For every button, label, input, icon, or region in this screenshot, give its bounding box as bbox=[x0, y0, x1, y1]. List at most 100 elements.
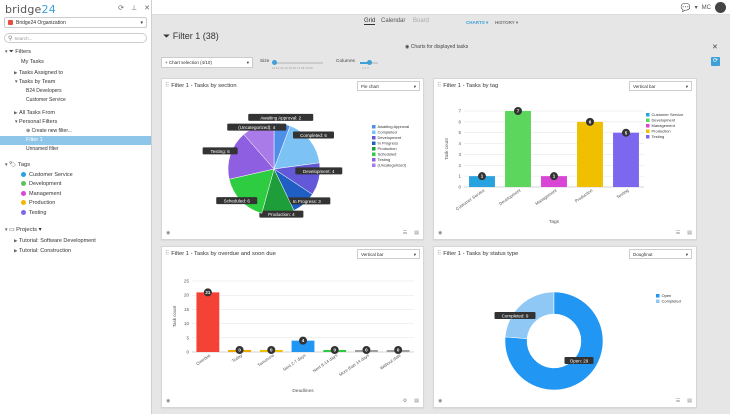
bar[interactable] bbox=[196, 292, 220, 352]
eye-icon[interactable]: ◉ bbox=[166, 230, 171, 236]
chevron-down-icon[interactable]: ▾ bbox=[694, 5, 698, 11]
sidebar-item-all-from[interactable]: ▶ All Tasks From bbox=[14, 110, 55, 116]
bar[interactable] bbox=[577, 121, 603, 187]
close-icon[interactable]: ✕ bbox=[144, 5, 150, 12]
slice-label: In Progress: 3 bbox=[293, 199, 322, 204]
data-label: 0 bbox=[397, 348, 400, 353]
sidebar-item-create-filter[interactable]: ⊕ Create new filter... bbox=[26, 128, 72, 134]
y-tick-label: 5 bbox=[458, 130, 461, 135]
x-tick-label: Production bbox=[574, 187, 594, 203]
y-tick-label: 0 bbox=[186, 350, 189, 355]
sidebar-item-team[interactable]: Customer Service bbox=[26, 97, 66, 103]
sidebar-item-tag[interactable]: Development bbox=[21, 180, 61, 189]
pie-slice[interactable] bbox=[227, 134, 275, 180]
tab-history[interactable]: HISTORY ▾ bbox=[495, 20, 519, 25]
bar[interactable] bbox=[291, 340, 315, 352]
pdf-icon[interactable]: ▤ bbox=[414, 230, 419, 236]
panel-title: Filter 1 - Tasks by section bbox=[171, 83, 237, 89]
slice-label: (Uncategorized): 4 bbox=[238, 125, 276, 130]
chart-type-select[interactable]: Vertical bar ▾ bbox=[629, 81, 692, 91]
data-label: 0 bbox=[333, 348, 336, 353]
chart-type-select[interactable]: Pie chart ▾ bbox=[357, 81, 420, 91]
x-tick-label: Today bbox=[231, 352, 244, 363]
sidebar-item-filter-1[interactable]: Filter 1 bbox=[0, 136, 151, 145]
y-tick-label: 3 bbox=[458, 152, 461, 157]
eye-icon[interactable]: ◉ bbox=[438, 398, 443, 404]
chart-selection-dropdown[interactable]: + Chart selection (4/10) ▾ bbox=[161, 57, 253, 68]
bar[interactable] bbox=[469, 176, 495, 187]
sidebar-item-team[interactable]: B24 Developers bbox=[26, 88, 62, 94]
sidebar-item-tag[interactable]: Management bbox=[21, 190, 61, 199]
sidebar-item-project[interactable]: ▶ Tutorial: Software Development bbox=[14, 238, 96, 244]
bar[interactable] bbox=[505, 111, 531, 187]
eye-icon[interactable]: ◉ bbox=[166, 398, 171, 404]
x-tick-label: Overdue bbox=[195, 352, 212, 366]
filter-icon: ⏷ bbox=[163, 31, 171, 41]
columns-ticks: 1 2 3 bbox=[362, 66, 369, 70]
legend-swatch bbox=[656, 299, 660, 303]
table-icon[interactable]: ☰ bbox=[675, 398, 681, 404]
sidebar-item-filters[interactable]: ▼⏷ Filters bbox=[4, 49, 32, 55]
legend-label: Customer Service bbox=[652, 112, 685, 117]
sidebar-item-projects[interactable]: ▼▭ Projects ▾ bbox=[4, 227, 42, 233]
sidebar-item-project[interactable]: ▶ Tutorial: Construction bbox=[14, 248, 72, 254]
legend-swatch bbox=[646, 135, 650, 139]
slice-label-bg bbox=[564, 357, 594, 364]
size-slider[interactable] bbox=[273, 62, 323, 64]
sidebar-item-tag[interactable]: Production bbox=[21, 199, 55, 208]
avatar[interactable] bbox=[715, 2, 726, 13]
table-icon[interactable]: ☰ bbox=[675, 230, 681, 236]
chart-type-select[interactable]: Doughnut ▾ bbox=[629, 249, 692, 259]
tab-calendar[interactable]: Calendar bbox=[381, 18, 406, 24]
data-label-bg bbox=[362, 346, 371, 354]
bar[interactable] bbox=[613, 132, 639, 187]
pin-icon[interactable]: ⊥ bbox=[130, 5, 138, 12]
bar[interactable] bbox=[541, 176, 567, 187]
search-placeholder: Search... bbox=[14, 35, 33, 41]
refresh-charts-button[interactable]: ⟳ bbox=[711, 57, 720, 66]
chart-icon: ◉ bbox=[405, 44, 410, 50]
plus-icon: + bbox=[165, 60, 168, 65]
tab-grid[interactable]: Grid bbox=[364, 18, 376, 25]
pie-slice[interactable] bbox=[273, 125, 320, 170]
tab-board[interactable]: Board bbox=[413, 18, 430, 24]
table-icon[interactable]: ☰ bbox=[402, 230, 408, 236]
user-initials[interactable]: MC bbox=[701, 4, 711, 11]
chat-icon[interactable]: 💬 bbox=[680, 3, 691, 12]
data-label-bg bbox=[514, 107, 522, 115]
search-input[interactable]: ⚲ Search... bbox=[4, 33, 147, 43]
doughnut-slice[interactable] bbox=[504, 291, 604, 391]
refresh-icon[interactable]: ⟳ bbox=[118, 5, 124, 12]
data-label-bg bbox=[622, 128, 630, 137]
y-tick-label: 6 bbox=[458, 119, 461, 124]
slice-label: Production: 4 bbox=[268, 212, 295, 217]
legend-swatch bbox=[656, 294, 660, 298]
sidebar-item-tag[interactable]: Customer Service bbox=[21, 171, 73, 180]
tab-charts[interactable]: CHARTS ▾ bbox=[466, 20, 489, 25]
pdf-icon[interactable]: ▤ bbox=[687, 398, 692, 404]
legend-label: Completed bbox=[378, 130, 397, 135]
slice-label-bg bbox=[283, 197, 331, 205]
pdf-icon[interactable]: ▤ bbox=[687, 230, 692, 236]
close-charts-button[interactable]: ✕ bbox=[712, 44, 718, 51]
data-label: 1 bbox=[481, 174, 484, 179]
folder-icon: ▭ bbox=[9, 227, 15, 233]
data-label: 7 bbox=[517, 109, 520, 114]
sidebar-item-assigned[interactable]: ▶ Tasks Assigned to bbox=[14, 70, 64, 76]
sidebar-item-personal[interactable]: ▼Personal Filters bbox=[14, 119, 58, 125]
chart-type-select[interactable]: Vertical bar ▾ bbox=[357, 249, 420, 259]
sidebar-item-by-team[interactable]: ▼Tasks by Team bbox=[14, 79, 56, 85]
size-slider-handle[interactable] bbox=[272, 60, 277, 65]
columns-slider-handle[interactable] bbox=[367, 60, 372, 65]
pdf-icon[interactable]: ▤ bbox=[414, 398, 419, 404]
eye-icon[interactable]: ◉ bbox=[438, 230, 443, 236]
chart-panel-tag: ⠿ Filter 1 - Tasks by tag Vertical bar ▾ 0… bbox=[433, 78, 697, 240]
y-tick-label: 2 bbox=[458, 163, 461, 168]
sidebar-item-unnamed[interactable]: Unnamed filter bbox=[26, 146, 59, 152]
sidebar-item-tag[interactable]: Testing bbox=[21, 209, 46, 218]
organization-select[interactable]: Bridge24 Organization ▾ bbox=[4, 17, 147, 28]
sidebar-item-tags[interactable]: ▼🏷 Tags bbox=[4, 162, 31, 168]
data-label: 0 bbox=[365, 348, 368, 353]
sidebar-item-my-tasks[interactable]: My Tasks bbox=[21, 59, 44, 65]
settings-icon[interactable]: ⚙ bbox=[402, 398, 408, 404]
